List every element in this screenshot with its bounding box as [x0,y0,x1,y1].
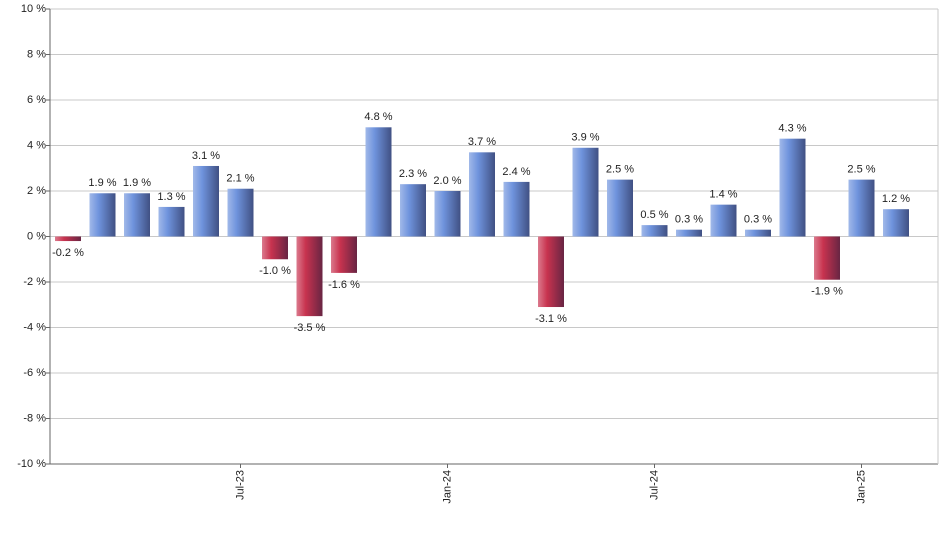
value-label: 2.5 % [847,164,875,176]
bar [883,209,909,237]
y-tick-label: 4 % [27,139,46,151]
value-label: 2.3 % [399,168,427,180]
x-tick-label: Jul-23 [234,470,246,500]
value-label: 2.1 % [226,173,254,185]
bar [607,179,633,237]
y-tick-label: 2 % [27,185,46,197]
value-label: 2.4 % [502,166,530,178]
bar [676,229,702,237]
y-tick-label: -6 % [23,367,46,379]
value-label: -3.5 % [294,322,326,334]
y-tick-label: -4 % [23,321,46,333]
bar [503,181,530,237]
value-label: 2.5 % [606,164,634,176]
bar [434,191,461,237]
value-label: 1.2 % [882,193,910,205]
bar [572,147,599,237]
x-tick-label: Jul-24 [648,470,660,500]
bar [538,236,564,308]
x-tick-label: Jan-25 [855,470,867,504]
bar [848,179,875,237]
value-label: 0.3 % [744,214,772,226]
bar [745,229,771,237]
bar [779,138,806,237]
bar [469,152,495,237]
bar [296,236,323,317]
bar [89,193,116,237]
bar [227,188,254,237]
y-tick-label: -10 % [17,458,46,470]
value-label: 4.3 % [778,123,806,135]
x-tick-label: Jan-24 [441,470,453,504]
y-tick-label: 0 % [27,230,46,242]
value-label: -1.9 % [811,286,843,298]
y-tick-label: 6 % [27,94,46,106]
value-label: 1.3 % [157,191,185,203]
value-label: 4.8 % [364,111,392,123]
value-label: 3.1 % [192,150,220,162]
value-label: -0.2 % [52,247,84,259]
bar [710,204,737,237]
bar [814,236,840,280]
value-label: 1.9 % [88,177,116,189]
value-label: 3.7 % [468,136,496,148]
value-label: 0.3 % [675,214,703,226]
value-label: 0.5 % [640,209,668,221]
bar [55,236,81,242]
value-label: -3.1 % [535,313,567,325]
value-label: -1.6 % [328,279,360,291]
value-label: 1.9 % [123,177,151,189]
y-tick-label: -2 % [23,276,46,288]
bar [400,184,426,237]
value-label: 2.0 % [433,175,461,187]
value-label: -1.0 % [259,265,291,277]
bar [331,236,357,273]
bar [365,127,392,237]
bar [193,165,219,237]
value-label: 3.9 % [571,132,599,144]
y-tick-label: 8 % [27,48,46,60]
value-label: 1.4 % [709,189,737,201]
bar [262,236,288,260]
bar [124,193,150,237]
bar [158,206,185,237]
y-tick-label: 10 % [21,3,46,15]
bar [641,225,668,237]
y-tick-label: -8 % [23,412,46,424]
